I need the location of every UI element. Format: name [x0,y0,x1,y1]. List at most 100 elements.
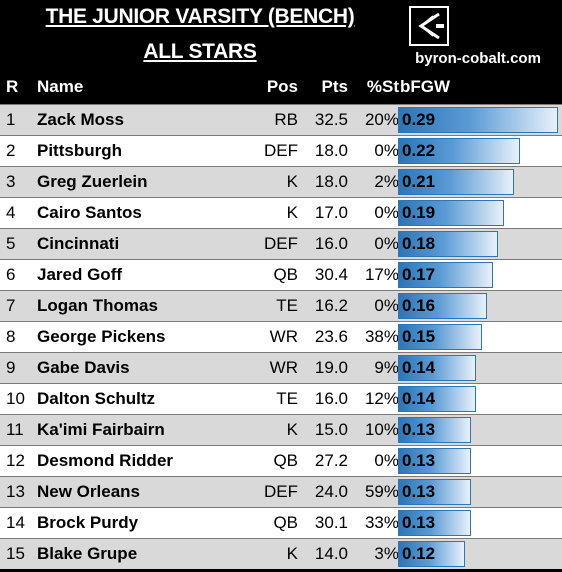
rank-cell: 11 [6,420,24,439]
table-row: 14 Brock Purdy QB 30.1 33% 0.13 [0,507,562,538]
rank-cell: 12 [6,451,25,470]
data-table: 1 Zack Moss RB 32.5 20% 0.29 2 Pittsburgh DEF 18.… [0,104,562,569]
position-cell: DEF [264,234,298,253]
player-name-cell: Logan Thomas [37,296,158,315]
bfgw-cell: 0.18 [398,231,560,257]
player-name-cell: Blake Grupe [37,544,138,563]
position-cell: K [286,172,298,191]
position-cell: DEF [264,482,298,501]
bfgw-cell: 0.13 [398,479,560,505]
points-cell: 32.5 [314,110,348,129]
table-row: 2 Pittsburgh DEF 18.0 0% 0.22 [0,135,562,166]
table-row: 6 Jared Goff QB 30.4 17% 0.17 [0,259,562,290]
pct-started-cell: 10% [364,420,399,439]
bfgw-bar [398,107,558,133]
position-cell: RB [274,110,298,129]
player-name-cell: Dalton Schultz [37,389,156,408]
position-cell: K [286,420,298,439]
pct-started-cell: 9% [374,358,399,377]
points-cell: 23.6 [314,327,348,346]
table-row: 10 Dalton Schultz TE 16.0 12% 0.14 [0,383,562,414]
bfgw-cell: 0.13 [398,510,560,536]
bfgw-bar [398,293,487,319]
bfgw-value: 0.21 [402,172,436,191]
bfgw-cell: 0.19 [398,200,560,226]
site-url: byron-cobalt.com [415,50,541,67]
pct-started-cell: 33% [364,513,399,532]
position-cell: QB [273,265,298,284]
pct-started-cell: 38% [364,327,399,346]
bfgw-bar [398,231,498,257]
rank-cell: 5 [6,234,16,253]
position-cell: K [286,203,298,222]
position-cell: WR [269,327,298,346]
player-name-cell: Pittsburgh [37,141,122,160]
position-cell: QB [273,451,298,470]
bfgw-bar [398,355,476,381]
bfgw-cell: 0.12 [398,541,560,567]
points-cell: 30.1 [314,513,348,532]
bfgw-bar [398,479,471,505]
header-name: Name [37,77,84,96]
points-cell: 19.0 [314,358,348,377]
bfgw-cell: 0.29 [398,107,560,133]
header-pct-started: %St [366,77,399,96]
bfgw-value: 0.16 [402,296,436,315]
rank-cell: 6 [6,265,16,284]
bfgw-cell: 0.13 [398,448,560,474]
pct-started-cell: 17% [364,265,399,284]
player-name-cell: Cincinnati [37,234,120,253]
player-name-cell: Zack Moss [37,110,124,129]
rank-cell: 10 [6,389,25,408]
table-row: 3 Greg Zuerlein K 18.0 2% 0.21 [0,166,562,197]
pct-started-cell: 59% [364,482,399,501]
bfgw-bar [398,138,520,164]
bfgw-bar [398,324,482,350]
points-cell: 18.0 [314,172,348,191]
player-name-cell: Ka'imi Fairbairn [37,420,165,439]
bfgw-cell: 0.13 [398,417,560,443]
header-bfgw: bFGW [400,77,451,96]
table-row: 5 Cincinnati DEF 16.0 0% 0.18 [0,228,562,259]
rank-cell: 14 [6,513,25,532]
player-name-cell: Greg Zuerlein [37,172,148,191]
pct-started-cell: 0% [374,451,399,470]
bfgw-value: 0.29 [402,110,436,129]
bfgw-value: 0.13 [402,513,436,532]
pct-started-cell: 2% [374,172,399,191]
rank-cell: 15 [6,544,25,563]
table-row: 8 George Pickens WR 23.6 38% 0.15 [0,321,562,352]
pct-started-cell: 0% [374,234,399,253]
player-name-cell: New Orleans [37,482,140,501]
bfgw-value: 0.22 [402,141,436,160]
position-cell: TE [276,296,298,315]
bfgw-bar [398,541,465,567]
rank-cell: 8 [6,327,16,346]
pct-started-cell: 20% [364,110,399,129]
player-name-cell: Desmond Ridder [37,451,174,470]
table-row: 12 Desmond Ridder QB 27.2 0% 0.13 [0,445,562,476]
rank-cell: 4 [6,203,16,222]
bfgw-value: 0.14 [402,389,436,408]
bfgw-bar [398,417,471,443]
header-pos: Pos [266,77,298,96]
bfgw-bar [398,169,514,195]
rank-cell: 9 [6,358,16,377]
bfgw-cell: 0.21 [398,169,560,195]
table-row: 9 Gabe Davis WR 19.0 9% 0.14 [0,352,562,383]
points-cell: 18.0 [314,141,348,160]
logo-icon [409,6,449,46]
player-name-cell: Brock Purdy [37,513,139,532]
bfgw-bar [398,200,504,226]
bfgw-value: 0.15 [402,327,436,346]
bfgw-bar [398,262,493,288]
bfgw-cell: 0.22 [398,138,560,164]
player-name-cell: Gabe Davis [37,358,130,377]
position-cell: WR [269,358,298,377]
header-pts: Pts [321,77,348,96]
rank-cell: 1 [6,110,16,129]
pct-started-cell: 12% [364,389,399,408]
bfgw-value: 0.13 [402,420,436,439]
table-row: 15 Blake Grupe K 14.0 3% 0.12 [0,538,562,569]
header-rank: R [6,77,19,96]
